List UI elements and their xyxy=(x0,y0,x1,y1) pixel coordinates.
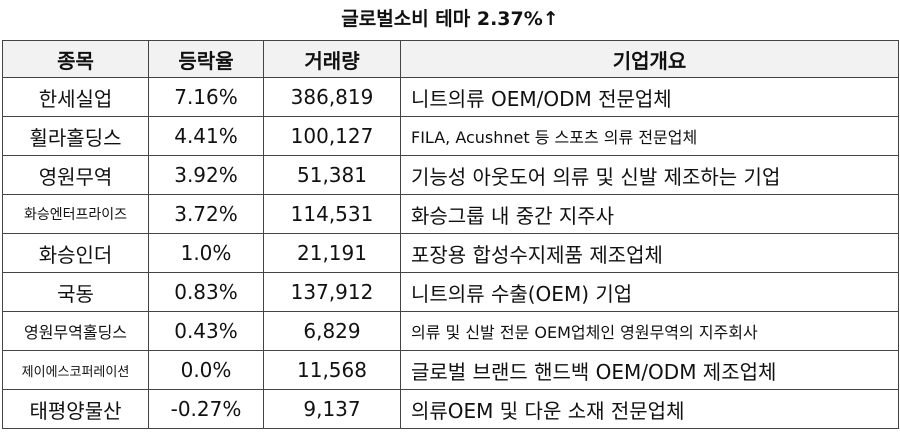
column-header: 기업개요 xyxy=(400,40,899,78)
change-rate: 7.16% xyxy=(148,77,264,117)
column-header: 거래량 xyxy=(263,40,401,78)
company-summary: FILA, Acushnet 등 스포츠 의류 전문업체 xyxy=(400,116,899,156)
stock-name: 국동 xyxy=(2,272,149,312)
volume: 6,829 xyxy=(263,311,401,351)
table-row: 화승인더 1.0% 21,191 포장용 합성수지제품 제조업체 xyxy=(2,233,899,273)
volume: 51,381 xyxy=(263,155,401,195)
stock-name: 영원무역 xyxy=(2,155,149,195)
change-rate: -0.27% xyxy=(148,389,264,429)
table-row: 제이에스코퍼레이션 0.0% 11,568 글로벌 브랜드 핸드백 OEM/ODM 제… xyxy=(2,350,899,390)
volume: 100,127 xyxy=(263,116,401,156)
stock-name: 화승엔터프라이즈 xyxy=(2,194,149,234)
table-row: 태평양물산 -0.27% 9,137 의류OEM 및 다운 소재 전문업체 xyxy=(2,389,899,429)
table-row: 영원무역 3.92% 51,381 기능성 아웃도어 의류 및 신발 제조하는 기업 xyxy=(2,155,899,195)
stock-name: 한세실업 xyxy=(2,77,149,117)
company-summary: 기능성 아웃도어 의류 및 신발 제조하는 기업 xyxy=(400,155,899,195)
company-summary: 의류 및 신발 전문 OEM업체인 영원무역의 지주회사 xyxy=(400,311,899,351)
table-row: 화승엔터프라이즈 3.72% 114,531 화승그룹 내 중간 지주사 xyxy=(2,194,899,234)
company-summary: 니트의류 OEM/ODM 전문업체 xyxy=(400,77,899,117)
stock-name: 태평양물산 xyxy=(2,389,149,429)
table-title: 글로벌소비 테마 2.37%↑ xyxy=(341,8,559,30)
change-rate: 3.72% xyxy=(148,194,264,234)
stock-name: 화승인더 xyxy=(2,233,149,273)
company-summary: 포장용 합성수지제품 제조업체 xyxy=(400,233,899,273)
table-row: 영원무역홀딩스 0.43% 6,829 의류 및 신발 전문 OEM업체인 영원무역의… xyxy=(2,311,899,351)
change-rate: 3.92% xyxy=(148,155,264,195)
change-rate: 0.43% xyxy=(148,311,264,351)
stock-name: 영원무역홀딩스 xyxy=(2,311,149,351)
change-rate: 4.41% xyxy=(148,116,264,156)
stock-name: 제이에스코퍼레이션 xyxy=(2,350,149,390)
volume: 9,137 xyxy=(263,389,401,429)
column-header: 종목 xyxy=(2,40,149,78)
column-header: 등락율 xyxy=(148,40,264,78)
table-header: 종목 등락율 거래량 기업개요 xyxy=(2,40,899,78)
change-rate: 1.0% xyxy=(148,233,264,273)
volume: 21,191 xyxy=(263,233,401,273)
volume: 386,819 xyxy=(263,77,401,117)
stock-name: 휠라홀딩스 xyxy=(2,116,149,156)
stock-table: 종목 등락율 거래량 기업개요 한세실업 7.16% 386,819 니트의류 OEM/OD… xyxy=(2,40,899,429)
table-row: 한세실업 7.16% 386,819 니트의류 OEM/ODM 전문업체 xyxy=(2,77,899,117)
volume: 137,912 xyxy=(263,272,401,312)
company-summary: 글로벌 브랜드 핸드백 OEM/ODM 제조업체 xyxy=(400,350,899,390)
table-row: 국동 0.83% 137,912 니트의류 수출(OEM) 기업 xyxy=(2,272,899,312)
company-summary: 니트의류 수출(OEM) 기업 xyxy=(400,272,899,312)
company-summary: 화승그룹 내 중간 지주사 xyxy=(400,194,899,234)
volume: 11,568 xyxy=(263,350,401,390)
table-body: 한세실업 7.16% 386,819 니트의류 OEM/ODM 전문업체 휠라홀딩스 4.… xyxy=(2,77,899,429)
change-rate: 0.0% xyxy=(148,350,264,390)
volume: 114,531 xyxy=(263,194,401,234)
table-row: 휠라홀딩스 4.41% 100,127 FILA, Acushnet 등 스포츠 의류… xyxy=(2,116,899,156)
company-summary: 의류OEM 및 다운 소재 전문업체 xyxy=(400,389,899,429)
header-row: 종목 등락율 거래량 기업개요 xyxy=(2,40,899,78)
change-rate: 0.83% xyxy=(148,272,264,312)
